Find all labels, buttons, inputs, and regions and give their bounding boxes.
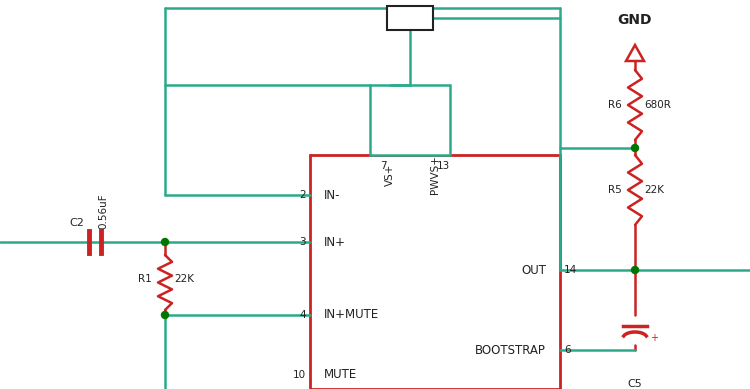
- Text: C5: C5: [628, 379, 642, 389]
- Text: 22K: 22K: [644, 185, 664, 195]
- Text: IN+MUTE: IN+MUTE: [324, 308, 380, 321]
- Circle shape: [632, 144, 638, 151]
- Text: PWVS+: PWVS+: [430, 156, 440, 194]
- Text: +: +: [650, 333, 658, 343]
- Text: 13: 13: [436, 161, 450, 171]
- Text: VS+: VS+: [385, 164, 395, 186]
- Bar: [370, 85, 450, 155]
- Text: IN+: IN+: [324, 235, 346, 249]
- Text: GND: GND: [618, 13, 652, 27]
- Text: 0.56uF: 0.56uF: [98, 193, 108, 229]
- Text: OUT: OUT: [521, 263, 546, 277]
- Text: 3: 3: [299, 237, 306, 247]
- Text: C2: C2: [70, 218, 85, 228]
- FancyBboxPatch shape: [387, 6, 433, 30]
- Circle shape: [632, 266, 638, 273]
- Text: 14: 14: [564, 265, 578, 275]
- Text: 22K: 22K: [174, 273, 194, 284]
- Text: 680R: 680R: [644, 100, 670, 110]
- Text: R6: R6: [608, 100, 622, 110]
- Text: VCC+: VCC+: [394, 14, 426, 24]
- Text: 6: 6: [564, 345, 571, 355]
- Text: IN-: IN-: [324, 189, 340, 202]
- Circle shape: [161, 238, 169, 245]
- Text: R5: R5: [608, 185, 622, 195]
- Text: 7: 7: [380, 161, 386, 171]
- Text: BOOTSTRAP: BOOTSTRAP: [476, 343, 546, 356]
- Text: MUTE: MUTE: [324, 368, 357, 382]
- Text: 2: 2: [299, 190, 306, 200]
- Text: 10: 10: [292, 370, 306, 380]
- Circle shape: [161, 312, 169, 319]
- Text: 4: 4: [299, 310, 306, 320]
- Bar: [310, 155, 560, 389]
- Text: R1: R1: [138, 273, 152, 284]
